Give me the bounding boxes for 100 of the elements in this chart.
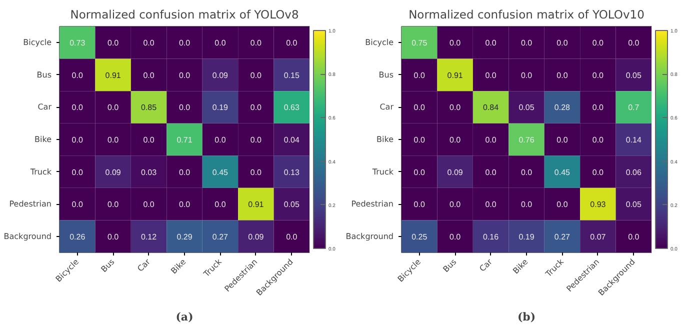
data-label: 0.93 <box>590 200 606 210</box>
data-label: 0.0 <box>450 200 462 210</box>
text: (b) <box>517 310 536 324</box>
data-label: 0.63 <box>284 103 300 112</box>
data-label: 0.19 <box>518 232 535 242</box>
data-label: 0.26 <box>70 232 86 242</box>
data-label: 0.0 <box>485 136 497 144</box>
data-label: 0.05 <box>284 200 300 210</box>
data-label: 0.0 <box>556 200 568 210</box>
y-tick-label: Bike <box>34 135 52 144</box>
data-label: 0.0 <box>250 136 262 144</box>
data-label: 0.84 <box>483 103 500 112</box>
data-label: 0.05 <box>518 103 535 112</box>
data-label: 0.16 <box>483 232 500 242</box>
data-label: 0.27 <box>212 232 229 242</box>
data-label: 0.91 <box>248 200 264 210</box>
data-label: 0.7 <box>628 103 640 112</box>
data-label: 0.0 <box>214 38 226 48</box>
y-tick-label: Background <box>4 232 52 241</box>
data-label: 0.0 <box>143 200 155 210</box>
data-label: 0.29 <box>176 232 193 242</box>
y-tick-label: Car <box>38 102 52 112</box>
data-label: 0.0 <box>485 70 497 80</box>
data-label: 0.0 <box>485 38 497 48</box>
data-label: 0.27 <box>554 232 571 242</box>
data-label: 0.06 <box>626 168 642 177</box>
data-label: 0.0 <box>450 103 462 112</box>
text: (a) <box>176 310 194 324</box>
data-label: 0.0 <box>520 200 533 210</box>
data-label: 0.05 <box>626 70 642 80</box>
y-tick-label: Bus <box>378 70 394 80</box>
data-label: 0.0 <box>250 103 262 112</box>
data-label: 0.15 <box>284 70 300 80</box>
data-label: 0.0 <box>108 136 120 144</box>
data-label: 0.73 <box>70 38 86 48</box>
y-tick-label: Pedestrian <box>9 200 52 209</box>
data-label: 0.0 <box>250 168 262 177</box>
data-label: 0.0 <box>592 38 604 48</box>
data-label: 0.0 <box>556 38 568 48</box>
y-tick-label: Bicycle <box>23 38 52 48</box>
y-tick-label: Bike <box>376 135 394 144</box>
data-label: 0.0 <box>592 136 604 144</box>
data-label: 0.0 <box>520 168 533 177</box>
data-label: 0.0 <box>592 168 604 177</box>
data-label: 0.0 <box>72 70 84 80</box>
x-tick-label: Car <box>478 256 494 274</box>
data-label: 0.0 <box>414 70 426 80</box>
data-label: 0.0 <box>414 200 426 210</box>
data-label: 0.0 <box>485 200 497 210</box>
data-label: 0.09 <box>212 70 229 80</box>
data-label: 0.0 <box>72 136 84 144</box>
data-label: 0.0 <box>485 168 497 177</box>
data-label: 0.76 <box>518 136 535 144</box>
data-label: 0.0 <box>108 38 120 48</box>
y-tick-label: Truck <box>371 167 394 176</box>
data-label: 0.0 <box>414 168 426 177</box>
data-label: 0.09 <box>447 168 464 177</box>
data-label: 0.0 <box>108 232 120 242</box>
x-tick-label: Car <box>136 256 152 274</box>
chart-title: Normalized confusion matrix of YOLOv8 <box>70 8 299 22</box>
data-label: 0.0 <box>414 136 426 144</box>
data-label: 0.0 <box>178 200 191 210</box>
data-label: 0.0 <box>250 70 262 80</box>
data-label: 0.0 <box>592 103 604 112</box>
data-label: 0.04 <box>284 136 300 144</box>
data-label: 0.0 <box>556 70 568 80</box>
data-label: 0.0 <box>520 38 533 48</box>
data-label: 0.91 <box>447 70 464 80</box>
data-label: 0.75 <box>412 38 428 48</box>
data-label: 0.0 <box>178 38 191 48</box>
data-label: 0.0 <box>143 70 155 80</box>
x-tick-label: Bus <box>99 257 116 274</box>
data-label: 0.0 <box>108 200 120 210</box>
data-label: 0.0 <box>178 168 191 177</box>
data-label: 0.0 <box>214 136 226 144</box>
data-label: 0.0 <box>450 136 462 144</box>
data-label: 0.0 <box>108 103 120 112</box>
data-label: 0.91 <box>105 70 122 80</box>
data-label: 0.0 <box>72 200 84 210</box>
data-label: 0.0 <box>520 70 533 80</box>
data-label: 0.03 <box>141 168 158 177</box>
data-label: 0.0 <box>143 38 155 48</box>
data-label: 0.0 <box>72 103 84 112</box>
data-label: 0.0 <box>178 70 191 80</box>
data-label: 0.45 <box>212 168 229 177</box>
data-label: 0.0 <box>592 70 604 80</box>
y-tick-label: Bicycle <box>365 38 394 48</box>
data-label: 0.0 <box>286 38 298 48</box>
data-label: 0.45 <box>554 168 571 177</box>
y-tick-label: Car <box>380 102 394 112</box>
data-label: 0.0 <box>628 232 640 242</box>
data-label: 0.0 <box>556 136 568 144</box>
data-label: 0.14 <box>626 136 642 144</box>
data-label: 0.0 <box>414 103 426 112</box>
data-label: 0.0 <box>286 232 298 242</box>
y-tick-label: Bus <box>36 70 52 80</box>
data-label: 0.0 <box>450 232 462 242</box>
y-tick-label: Truck <box>29 167 52 176</box>
data-label: 0.09 <box>248 232 264 242</box>
data-label: 0.28 <box>554 103 571 112</box>
